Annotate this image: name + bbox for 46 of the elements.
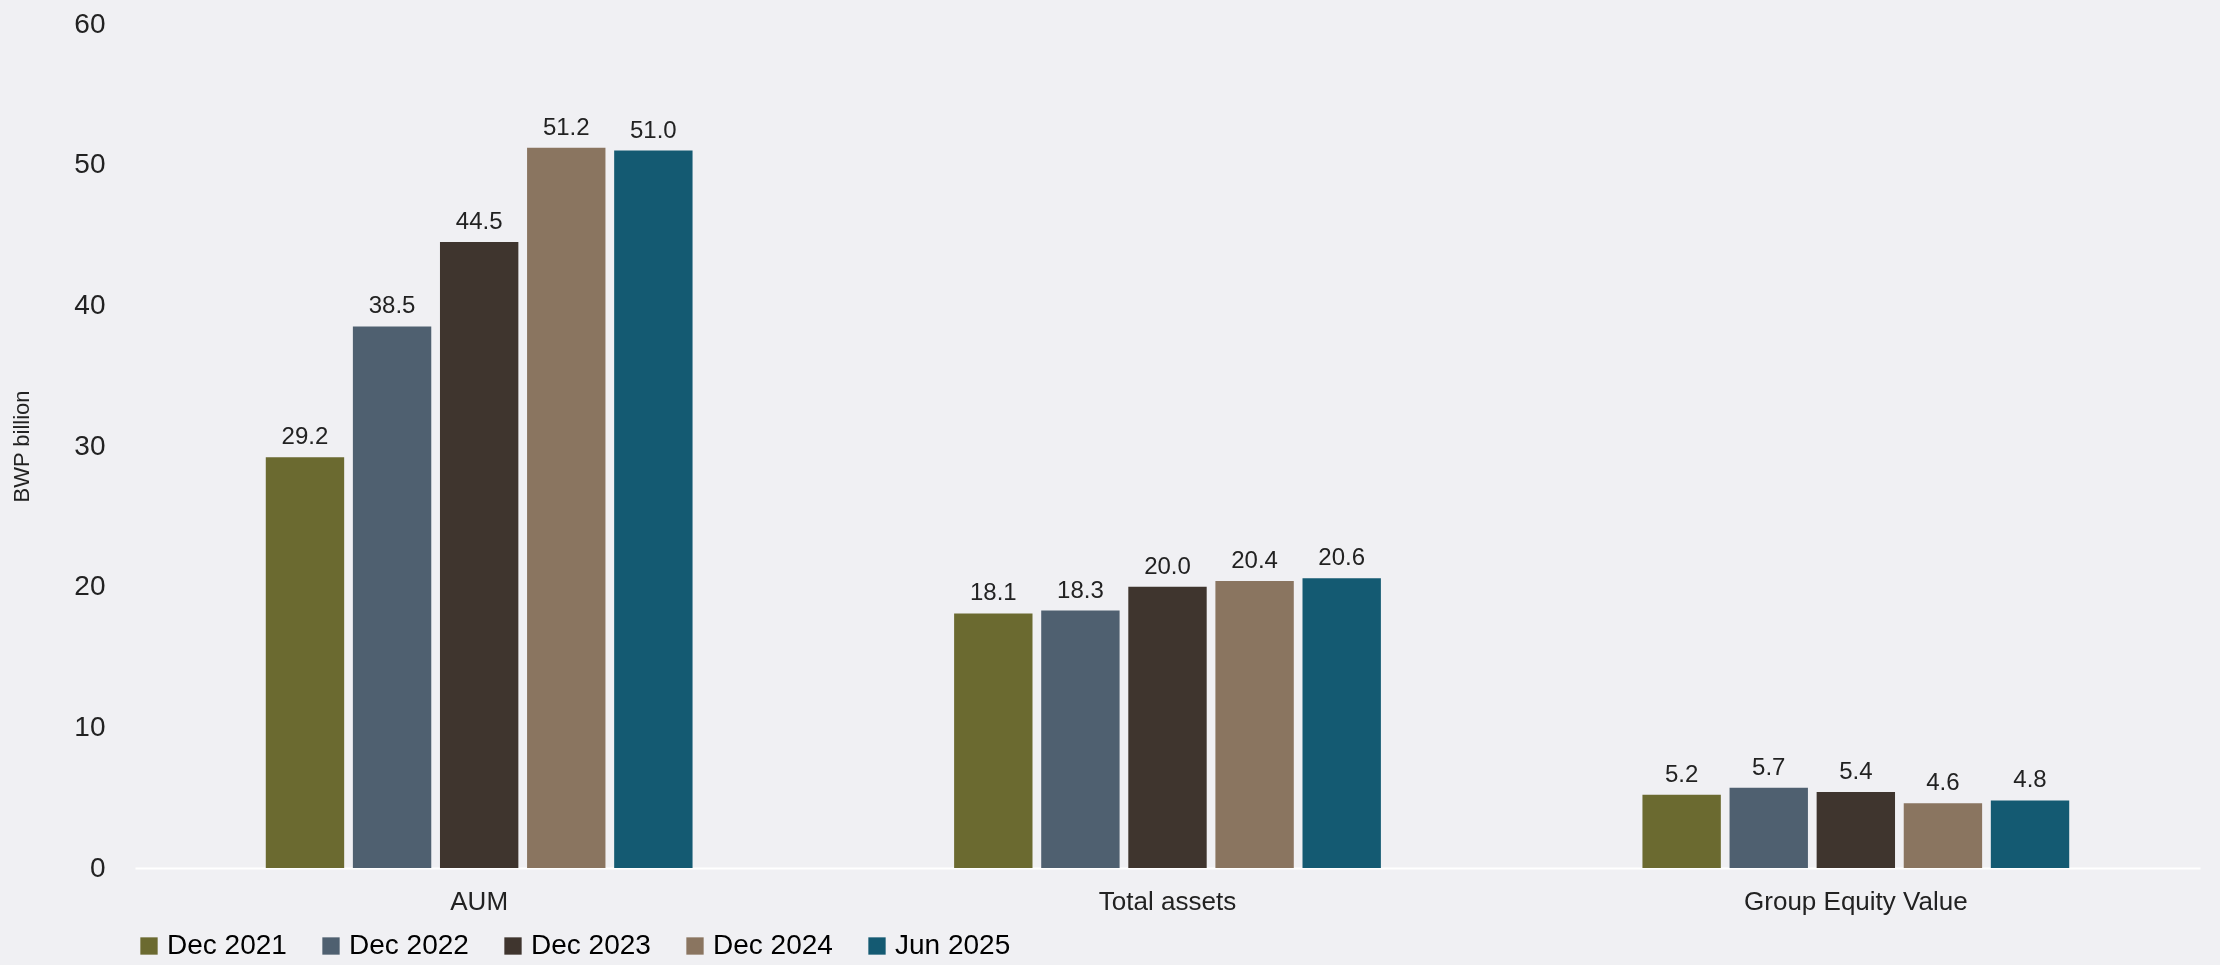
legend-label: Dec 2023	[531, 929, 651, 960]
data-label: 18.3	[1057, 575, 1104, 603]
bar	[1903, 803, 1983, 868]
bar	[1816, 792, 1896, 868]
bar	[1041, 610, 1120, 868]
legend-label: Jun 2025	[895, 929, 1011, 960]
data-label: 51.2	[542, 112, 590, 140]
y-tick-label: 50	[74, 148, 106, 180]
bar	[1215, 581, 1294, 868]
data-label: 20.0	[1144, 551, 1191, 579]
legend-label: Dec 2024	[713, 929, 833, 960]
data-label: 4.6	[1926, 768, 1960, 796]
bar	[265, 457, 345, 868]
data-label: 44.5	[455, 207, 503, 235]
bar	[439, 242, 519, 868]
bar	[1729, 787, 1808, 868]
data-label: 38.5	[368, 291, 416, 319]
data-label: 20.6	[1318, 543, 1366, 571]
legend-label: Dec 2022	[349, 929, 469, 960]
x-tick-label: AUM	[450, 885, 509, 916]
data-label: 18.1	[969, 578, 1017, 606]
data-label: 51.0	[630, 115, 677, 143]
bar	[352, 326, 432, 868]
bar	[954, 613, 1033, 868]
x-tick-label: Group Equity Value	[1744, 885, 1968, 916]
data-label: 5.4	[1839, 757, 1873, 785]
bar	[1128, 586, 1207, 868]
data-label: 20.4	[1231, 546, 1278, 574]
bar	[1642, 794, 1721, 868]
data-label: 5.2	[1664, 759, 1699, 787]
y-tick-label: 60	[74, 7, 106, 39]
data-label: 5.7	[1752, 752, 1786, 780]
legend-label: Dec 2021	[167, 929, 287, 960]
y-tick-label: 10	[74, 710, 106, 742]
x-tick-label: Total assets	[1098, 885, 1237, 916]
y-tick-label: 20	[74, 570, 106, 602]
data-label: 29.2	[281, 422, 329, 450]
bar	[1990, 800, 2070, 868]
y-axis-title: BWP billion	[9, 390, 35, 503]
bar	[614, 150, 693, 868]
y-tick-label: 30	[74, 429, 106, 461]
y-tick-label: 40	[74, 288, 106, 320]
data-label: 4.8	[2013, 765, 2047, 793]
y-tick-label: 0	[89, 851, 106, 883]
bar	[1302, 578, 1381, 868]
bar	[527, 147, 606, 868]
